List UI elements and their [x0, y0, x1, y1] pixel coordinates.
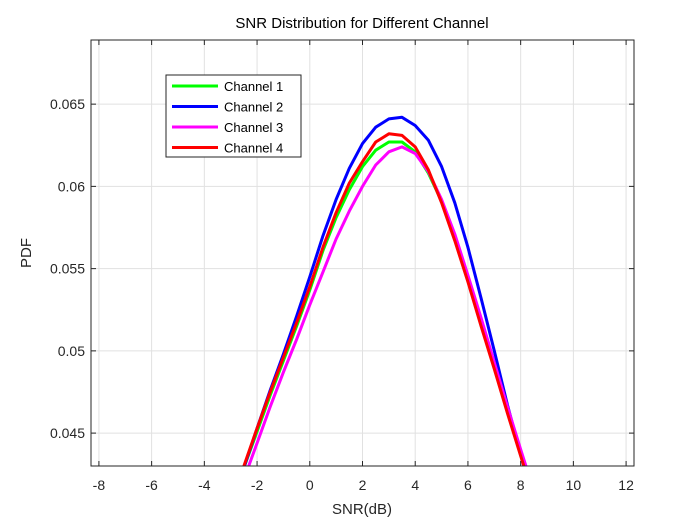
legend: Channel 1 Channel 2 Channel 3 Channel 4: [165, 74, 302, 158]
legend-box: [165, 74, 302, 158]
x-tick-label: 12: [618, 477, 634, 493]
legend-label-channel-1: Channel 1: [224, 79, 283, 94]
legend-label-channel-4: Channel 4: [224, 141, 283, 156]
y-axis-label: PDF: [18, 238, 35, 268]
x-axis-label: SNR(dB): [332, 501, 392, 518]
y-tick-label: 0.06: [58, 178, 85, 194]
axis-ticks: -8 -6 -4 -2 0 2 4 6 8 10 12 0.045 0.05 0.055 0.06 0.065: [50, 40, 634, 493]
y-tick-label: 0.05: [58, 343, 85, 359]
y-tick-label: 0.065: [50, 96, 85, 112]
x-tick-label: -8: [93, 477, 106, 493]
x-tick-label: 4: [411, 477, 419, 493]
legend-label-channel-3: Channel 3: [224, 120, 283, 135]
y-tick-label: 0.055: [50, 261, 85, 277]
series-line-channel-4: [242, 132, 526, 466]
x-tick-label: -6: [145, 477, 158, 493]
x-tick-label: 6: [464, 477, 472, 493]
x-tick-label: 10: [566, 477, 582, 493]
y-tick-label: 0.045: [50, 425, 85, 441]
series-line-channel-2: [242, 115, 526, 466]
x-tick-label: 2: [359, 477, 367, 493]
series-line-channel-3: [247, 145, 528, 466]
x-tick-label: -4: [198, 477, 211, 493]
chart-title: SNR Distribution for Different Channel: [235, 15, 488, 32]
series-lines: [242, 115, 528, 466]
legend-label-channel-2: Channel 2: [224, 100, 283, 115]
x-tick-label: 0: [306, 477, 314, 493]
x-tick-label: 8: [517, 477, 525, 493]
x-tick-label: -2: [251, 477, 264, 493]
